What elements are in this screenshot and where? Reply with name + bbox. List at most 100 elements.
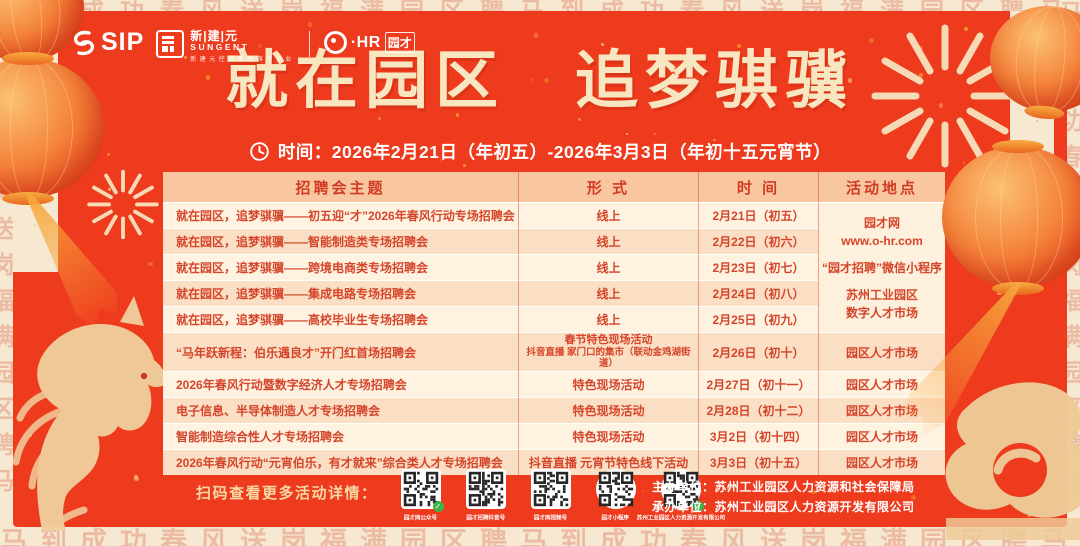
sip-swirl-icon — [73, 30, 95, 55]
host-line: 主办单位：苏州工业园区人力资源和社会保障局 — [652, 480, 915, 494]
cell-date: 2月25日（初九） — [698, 306, 818, 332]
qr-caption: 园才网公众号 — [403, 515, 438, 522]
organizer-line: 承办单位：苏州工业园区人力资源开发有限公司 — [652, 500, 915, 514]
table-row: 2026年春风行动暨数字经济人才专场招聘会 特色现场活动 2月27日（初十一） … — [163, 371, 945, 398]
table-row: “马年跃新程：伯乐遇良才”开门红首场招聘会 春节特色现场活动 抖音直播 家门口的集… — [163, 332, 945, 372]
cell-form: 线上 — [518, 306, 698, 332]
qr-code: 园才小程序 — [594, 469, 638, 522]
cell-location: 园区人才市场 — [818, 332, 945, 372]
lantern-icon — [0, 52, 104, 198]
cell-theme: 就在园区，追梦骐骥——跨境电商类专场招聘会 — [163, 254, 518, 280]
firework-icon — [87, 169, 159, 240]
location-line: 苏州工业园区 — [845, 287, 918, 302]
wechat-verified-icon: ✓ — [432, 501, 444, 512]
qr-code: 园才网视频号 — [529, 469, 573, 522]
cell-theme: 电子信息、半导体制造人才专场招聘会 — [163, 397, 518, 424]
qr-caption: 园才招聘抖音号 — [466, 515, 505, 522]
qr-code-icon — [530, 469, 571, 509]
cell-form: 抖音直播 元宵节特色线下活动 — [518, 449, 698, 476]
table-row: 就在园区，追梦骐骥——初五迎“才”2026年春风行动专场招聘会 线上 2月21日… — [163, 202, 945, 332]
scan-cta-label: 扫码查看更多活动详情： — [196, 485, 378, 502]
sip-logo: SIP — [72, 28, 144, 57]
qr-caption: 园才网视频号 — [533, 515, 568, 522]
cell-date: 2月22日（初六） — [698, 228, 818, 254]
cell-form: 线上 — [518, 228, 698, 254]
location-line: “园才招聘”微信小程序 — [821, 260, 942, 275]
cell-date: 2月23日（初七） — [698, 254, 818, 280]
lantern-icon — [985, 1, 1080, 121]
cell-date: 2月24日（初八） — [698, 280, 818, 306]
cell-theme: 就在园区，追梦骐骥——智能制造类专场招聘会 — [163, 228, 518, 254]
header-form: 形 式 — [518, 172, 698, 202]
location-line: www.o-hr.com — [841, 233, 923, 248]
table-row: 就在园区，追梦骐骥——高校毕业生专场招聘会 线上 2月25日（初九） — [163, 306, 945, 332]
cell-form: 特色现场活动 — [518, 397, 698, 424]
clock-icon — [250, 142, 269, 161]
table-row: 就在园区，追梦骐骥——智能制造类专场招聘会 线上 2月22日（初六） — [163, 228, 945, 254]
cell-theme: 就在园区，追梦骐骥——初五迎“才”2026年春风行动专场招聘会 — [163, 202, 518, 228]
cell-theme: 就在园区，追梦骐骥——集成电路专场招聘会 — [163, 280, 518, 306]
qr-code: ✓ 园才网公众号 — [399, 469, 444, 522]
scan-section: 扫码查看更多活动详情： ✓ 园才网公众号 园才招聘抖音号 园才网视频号 园才小程… — [196, 469, 725, 522]
location-line: 数字人才市场 — [845, 305, 918, 320]
qr-caption: 园才小程序 — [601, 515, 630, 522]
sungent-chinese: 新|建|元 — [190, 29, 239, 43]
table-row: 2026年春风行动“元宵伯乐，有才就来”综合类人才专场招聘会 抖音直播 元宵节特… — [163, 449, 945, 476]
table-header-row: 招聘会主题 形 式 时 间 活动地点 — [163, 172, 945, 202]
sungent-logo: 新|建|元 SUNGENT 新建元控股集团旗下企业 — [156, 29, 295, 63]
ohr-logo: ·HR 园才 — [323, 31, 415, 54]
ohr-suffix: 园才 — [384, 32, 415, 53]
qr-caption: 苏州工业园区人力资源开发有限公司 — [636, 515, 725, 522]
brand-divider — [308, 31, 310, 57]
brand-bar: SIP 新|建|元 SUNGENT 新建元控股集团旗下企业 ·HR 园才 — [72, 28, 415, 63]
cell-date: 2月21日（初五） — [698, 202, 818, 228]
sungent-tagline: 新建元控股集团旗下企业 — [190, 56, 295, 63]
merged-location-cell: 园才网 www.o-hr.com “园才招聘”微信小程序 苏州工业园区 数字人才… — [818, 202, 945, 332]
cell-date: 2月27日（初十一） — [698, 371, 818, 398]
cell-theme: “马年跃新程：伯乐遇良才”开门红首场招聘会 — [163, 332, 518, 372]
organizer-block: 主办单位：苏州工业园区人力资源和社会保障局 承办单位：苏州工业园区人力资源开发有… — [652, 477, 915, 517]
cell-theme: 2026年春风行动“元宵伯乐，有才就来”综合类人才专场招聘会 — [163, 449, 518, 476]
sungent-english: SUNGENT — [190, 42, 250, 53]
cell-date: 2月26日（初十） — [698, 332, 818, 372]
qr-code-icon — [595, 469, 636, 509]
header-date: 时 间 — [698, 172, 818, 202]
lantern-icon — [942, 140, 1080, 288]
cell-form: 特色现场活动 — [518, 371, 698, 398]
gold-brush-art — [945, 382, 1080, 540]
cell-form: 线上 — [518, 202, 698, 228]
schedule-table: 招聘会主题 形 式 时 间 活动地点 就在园区，追梦骐骥——初五迎“才”2026… — [163, 172, 945, 476]
wechat-verified-icon: ✓ — [692, 501, 704, 512]
sip-wordmark: SIP — [101, 28, 145, 56]
cell-date: 3月2日（初十四） — [698, 423, 818, 450]
cell-date: 3月3日（初十五） — [698, 449, 818, 476]
cell-theme: 就在园区，追梦骐骥——高校毕业生专场招聘会 — [163, 306, 518, 332]
table-row: 就在园区，追梦骐骥——跨境电商类专场招聘会 线上 2月23日（初七） — [163, 254, 945, 280]
ohr-wordmark: ·HR — [350, 33, 381, 51]
schedule-time: 时间：2026年2月21日（年初五）-2026年3月3日（年初十五元宵节） — [0, 139, 1080, 164]
table-row: 就在园区，追梦骐骥——集成电路专场招聘会 线上 2月24日（初八） — [163, 280, 945, 306]
qr-code: 园才招聘抖音号 — [464, 469, 508, 522]
header-theme: 招聘会主题 — [163, 172, 518, 202]
location-line: 园才网 — [863, 215, 900, 230]
ohr-ring-icon — [323, 31, 347, 54]
cell-form: 线上 — [518, 280, 698, 306]
cell-date: 2月28日（初十二） — [698, 397, 818, 424]
horse-art — [12, 296, 167, 532]
cell-theme: 2026年春风行动暨数字经济人才专场招聘会 — [163, 371, 518, 398]
sungent-seal-icon — [156, 30, 185, 58]
table-row: 电子信息、半导体制造人才专场招聘会 特色现场活动 2月28日（初十二） 园区人才… — [163, 397, 945, 424]
header-location: 活动地点 — [818, 172, 945, 202]
cell-form: 特色现场活动 — [518, 423, 698, 450]
cell-location: 园区人才市场 — [818, 449, 945, 476]
qr-code-icon: ✓ — [660, 469, 704, 512]
qr-code-icon: ✓ — [400, 469, 444, 512]
page-title: 就在园区 追梦骐骥 — [225, 43, 855, 117]
table-row: 智能制造综合性人才专场招聘会 特色现场活动 3月2日（初十四） 园区人才市场 — [163, 423, 945, 450]
cell-form: 线上 — [518, 254, 698, 280]
cell-form: 春节特色现场活动 抖音直播 家门口的集市（联动金鸡湖街道） — [518, 332, 698, 372]
cell-theme: 智能制造综合性人才专场招聘会 — [163, 423, 518, 450]
qr-code: ✓ 苏州工业园区人力资源开发有限公司 — [636, 469, 725, 522]
qr-code-icon — [465, 469, 506, 509]
schedule-time-text: 时间：2026年2月21日（年初五）-2026年3月3日（年初十五元宵节） — [277, 142, 832, 162]
